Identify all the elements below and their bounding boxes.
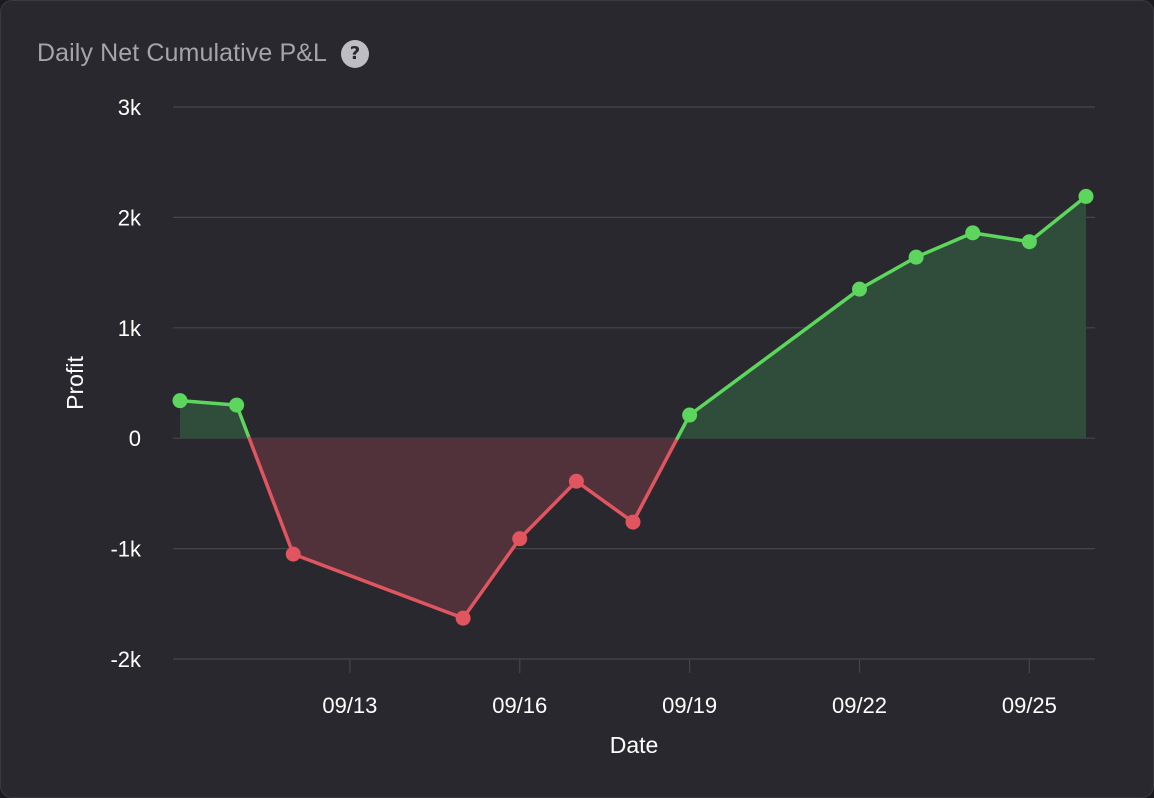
chart-title: Daily Net Cumulative P&L — [37, 39, 328, 67]
y-tick-label: -1k — [110, 537, 142, 562]
y-tick-label: 1k — [118, 316, 142, 341]
data-point[interactable] — [852, 281, 867, 297]
data-point[interactable] — [229, 397, 245, 413]
x-tick-label: 09/16 — [492, 693, 547, 718]
y-axis-label: Profit — [62, 356, 88, 410]
x-tick-label: 09/13 — [322, 693, 377, 718]
positive-area — [677, 196, 1086, 439]
data-point[interactable] — [908, 249, 924, 265]
data-points — [172, 188, 1094, 626]
data-point[interactable] — [285, 546, 301, 562]
y-tick-label: -2k — [110, 647, 142, 672]
area-fill — [180, 196, 1086, 619]
data-point[interactable] — [682, 407, 698, 423]
data-point[interactable] — [455, 610, 471, 626]
data-point[interactable] — [172, 393, 188, 409]
data-point[interactable] — [568, 473, 584, 489]
question-circle-icon[interactable]: ? — [341, 39, 370, 68]
y-tick-label: 0 — [129, 426, 141, 451]
x-axis-label: Date — [610, 732, 659, 758]
negative-area — [249, 438, 678, 619]
data-point[interactable] — [625, 514, 641, 530]
y-tick-label: 3k — [118, 95, 142, 120]
x-axis-ticks: 09/13 09/16 09/19 09/22 09/25 — [322, 659, 1057, 718]
x-tick-label: 09/19 — [662, 693, 717, 718]
data-point[interactable] — [512, 531, 528, 547]
x-tick-label: 09/25 — [1002, 693, 1057, 718]
y-tick-label: 2k — [118, 205, 142, 230]
data-point[interactable] — [1078, 188, 1094, 204]
chart-header: Daily Net Cumulative P&L ? — [37, 39, 370, 68]
y-axis-ticks: 3k 2k 1k 0 -1k -2k — [110, 95, 142, 672]
data-point[interactable] — [965, 225, 981, 241]
x-tick-label: 09/22 — [832, 693, 887, 718]
data-point[interactable] — [1021, 234, 1037, 250]
